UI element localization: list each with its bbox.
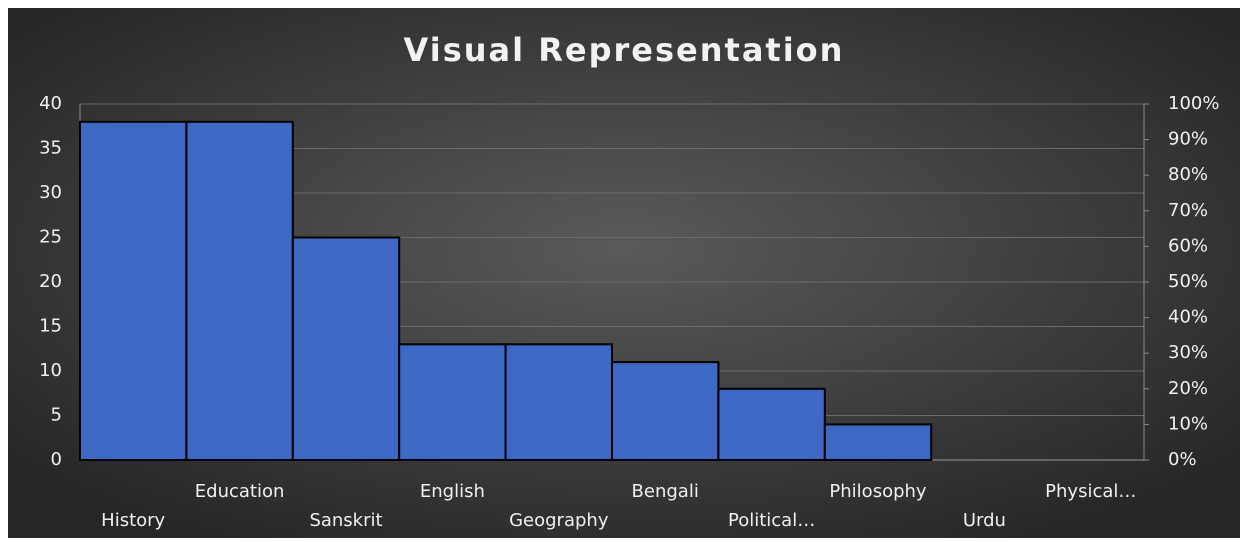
y-tick-label: 10 xyxy=(39,360,62,381)
y-tick-label: 30 xyxy=(39,182,62,203)
x-tick-label: Geography xyxy=(509,510,609,531)
y2-tick-label: 40% xyxy=(1168,307,1208,328)
y2-tick-label: 60% xyxy=(1168,235,1208,256)
x-tick-label: Political… xyxy=(728,510,815,531)
bar xyxy=(185,120,294,462)
y2-tick-label: 0% xyxy=(1168,449,1197,470)
y-tick-label: 40 xyxy=(39,93,62,114)
x-tick-label: Sanskrit xyxy=(309,510,382,531)
bar xyxy=(504,343,614,461)
y2-tick-label: 70% xyxy=(1168,200,1208,221)
y2-tick-label: 80% xyxy=(1168,164,1208,185)
bar xyxy=(79,120,188,462)
x-tick-label: History xyxy=(101,510,165,531)
y2-tick-label: 100% xyxy=(1168,93,1219,114)
y2-tick-label: 30% xyxy=(1168,342,1208,363)
y2-tick-label: 20% xyxy=(1168,378,1208,399)
x-tick-label: Physical… xyxy=(1045,481,1136,502)
chart-title: Visual Representation xyxy=(404,31,845,69)
bar xyxy=(823,423,933,461)
y-tick-label: 15 xyxy=(39,316,62,337)
y-tick-label: 20 xyxy=(39,271,62,292)
y2-tick-label: 10% xyxy=(1168,413,1208,434)
x-tick-label: Bengali xyxy=(632,481,699,502)
y-tick-label: 5 xyxy=(51,405,62,426)
y-tick-label: 0 xyxy=(51,449,62,470)
x-tick-label: Urdu xyxy=(963,510,1006,531)
bar xyxy=(611,361,720,462)
y2-tick-label: 90% xyxy=(1168,129,1208,150)
y-tick-label: 35 xyxy=(39,138,62,159)
x-tick-label: English xyxy=(420,481,485,502)
bar xyxy=(398,343,507,461)
y-tick-label: 25 xyxy=(39,227,62,248)
bar xyxy=(717,387,826,461)
x-tick-label: Education xyxy=(195,481,285,502)
y2-tick-label: 50% xyxy=(1168,271,1208,292)
x-tick-label: Philosophy xyxy=(829,481,927,502)
bar xyxy=(291,236,401,461)
